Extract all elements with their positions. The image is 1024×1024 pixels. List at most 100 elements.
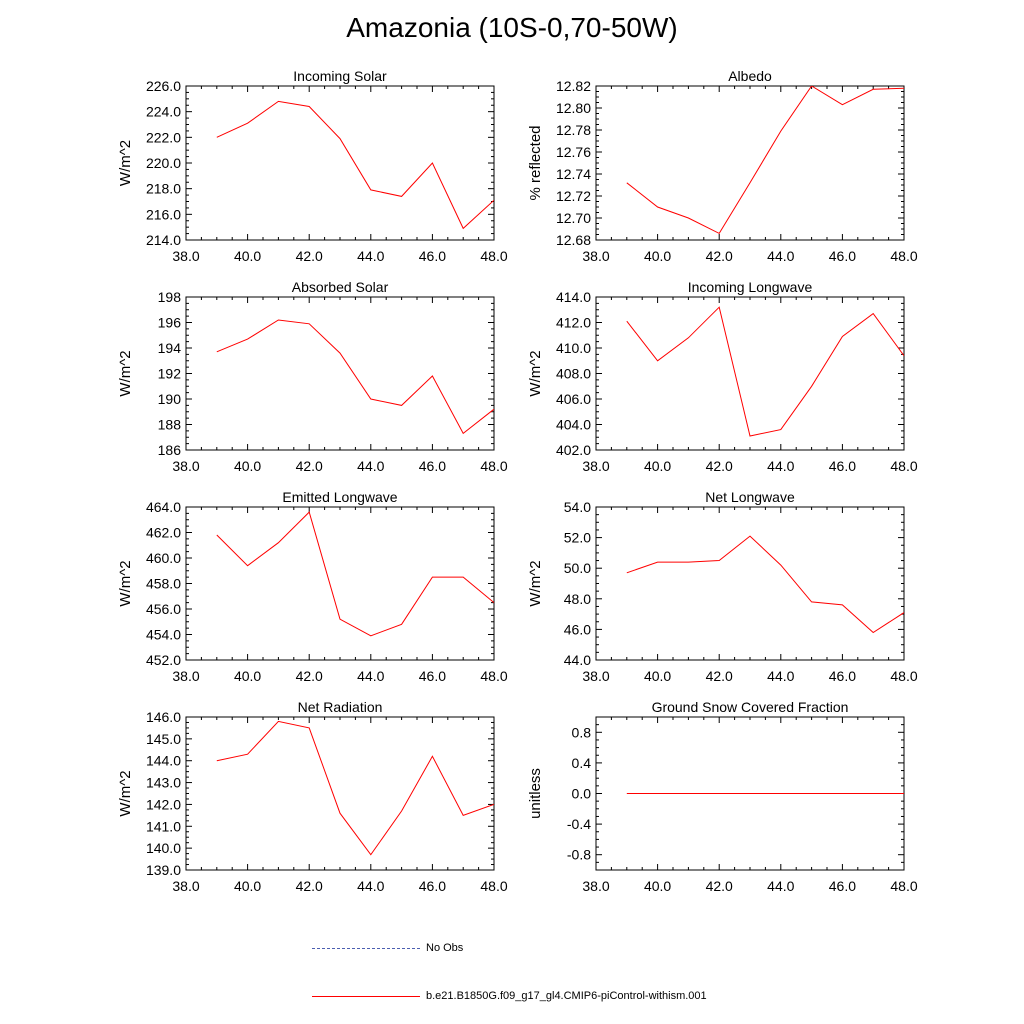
x-tick-label: 44.0 [767, 458, 794, 474]
series-line [216, 319, 494, 435]
x-tick-label: 40.0 [234, 248, 261, 264]
x-tick-label: 46.0 [829, 248, 856, 264]
y-tick-label: 406.0 [556, 391, 591, 407]
chart-panel-2: Albedo % reflected 38.0 40.0 42.0 44.0 46.0 48.… [527, 68, 918, 264]
y-tick-label: 142.0 [146, 796, 181, 812]
x-tick-label: 38.0 [582, 878, 609, 894]
x-tick-label: 42.0 [296, 458, 323, 474]
y-tick-label: 50.0 [564, 560, 591, 576]
series-line [216, 720, 494, 856]
x-tick-label: 44.0 [767, 878, 794, 894]
x-tick-label: 40.0 [644, 248, 671, 264]
y-tick-label: 0.4 [572, 755, 592, 771]
chart-panel-4: Incoming Longwave W/m^2 38.0 40.0 42.0 44.0 46… [527, 279, 918, 474]
x-tick-label: 38.0 [582, 668, 609, 684]
x-tick-label: 40.0 [234, 458, 261, 474]
y-tick-label: 198 [158, 289, 182, 305]
x-tick-label: 40.0 [644, 668, 671, 684]
y-tick-label: 408.0 [556, 366, 591, 382]
series-line [216, 511, 494, 637]
x-tick-label: 46.0 [419, 668, 446, 684]
series-line [626, 306, 904, 437]
x-tick-label: 46.0 [829, 458, 856, 474]
x-tick-label: 44.0 [357, 878, 384, 894]
x-tick-label: 46.0 [829, 878, 856, 894]
x-tick-label: 40.0 [234, 878, 261, 894]
y-tick-label: 196 [158, 315, 182, 331]
y-tick-label: 0.8 [572, 724, 592, 740]
y-tick-label: 143.0 [146, 775, 181, 791]
y-tick-label: 454.0 [146, 627, 181, 643]
series-line [626, 535, 904, 634]
x-tick-label: 40.0 [234, 668, 261, 684]
x-tick-label: 48.0 [480, 458, 507, 474]
x-tick-label: 42.0 [706, 248, 733, 264]
panel-title: Net Radiation [298, 699, 383, 715]
x-tick-label: 40.0 [644, 878, 671, 894]
series-line [626, 86, 904, 235]
y-tick-label: 192 [158, 366, 182, 382]
y-tick-label: 54.0 [564, 499, 591, 515]
x-tick-label: 38.0 [582, 248, 609, 264]
y-tick-label: 402.0 [556, 442, 591, 458]
y-tick-label: 48.0 [564, 591, 591, 607]
panel-title: Emitted Longwave [282, 489, 397, 505]
y-tick-label: 224.0 [146, 104, 181, 120]
panel-title: Absorbed Solar [292, 279, 389, 295]
y-tick-label: 0.0 [572, 786, 592, 802]
y-tick-label: 140.0 [146, 840, 181, 856]
x-tick-label: 40.0 [644, 458, 671, 474]
x-tick-label: 46.0 [829, 668, 856, 684]
page-title: Amazonia (10S-0,70-50W) [346, 12, 678, 43]
y-tick-label: 46.0 [564, 621, 591, 637]
panel-title: Incoming Longwave [688, 279, 813, 295]
x-tick-label: 42.0 [706, 668, 733, 684]
y-tick-label: 456.0 [146, 601, 181, 617]
x-tick-label: 48.0 [890, 248, 917, 264]
y-axis-label: W/m^2 [117, 770, 134, 816]
y-tick-label: -0.4 [567, 816, 591, 832]
y-tick-label: 12.70 [556, 210, 591, 226]
chart-panel-1: Incoming Solar W/m^2 38.0 40.0 42.0 44.0 46.0 4… [117, 68, 508, 264]
y-tick-label: 141.0 [146, 818, 181, 834]
y-tick-label: 410.0 [556, 340, 591, 356]
plot-frame [185, 296, 495, 451]
x-tick-label: 48.0 [890, 668, 917, 684]
chart-panel-8: Ground Snow Covered Fraction unitless 38.0… [527, 699, 918, 894]
y-tick-label: -0.8 [567, 847, 591, 863]
y-axis-label: W/m^2 [527, 350, 544, 396]
y-axis-label: W/m^2 [117, 560, 134, 606]
panel-title: Incoming Solar [293, 68, 387, 84]
x-tick-label: 38.0 [172, 248, 199, 264]
y-tick-label: 52.0 [564, 530, 591, 546]
y-tick-label: 214.0 [146, 232, 181, 248]
x-tick-label: 44.0 [357, 248, 384, 264]
y-axis-label: % reflected [527, 125, 544, 200]
y-tick-label: 12.68 [556, 232, 591, 248]
y-tick-label: 412.0 [556, 315, 591, 331]
chart-panel-5: Emitted Longwave W/m^2 38.0 40.0 42.0 44.0 46.… [117, 489, 508, 684]
x-tick-label: 48.0 [480, 878, 507, 894]
y-tick-label: 460.0 [146, 550, 181, 566]
chart-panel-6: Net Longwave W/m^2 38.0 40.0 42.0 44.0 46.0 48.… [527, 489, 918, 684]
y-tick-label: 12.76 [556, 144, 591, 160]
y-tick-label: 144.0 [146, 753, 181, 769]
x-tick-label: 42.0 [296, 248, 323, 264]
x-tick-label: 48.0 [890, 878, 917, 894]
y-tick-label: 145.0 [146, 731, 181, 747]
y-tick-label: 12.72 [556, 188, 591, 204]
plot-frame [185, 85, 495, 241]
x-tick-label: 42.0 [296, 878, 323, 894]
panel-title: Ground Snow Covered Fraction [652, 699, 849, 715]
y-tick-label: 462.0 [146, 525, 181, 541]
x-tick-label: 48.0 [890, 458, 917, 474]
x-tick-label: 38.0 [172, 668, 199, 684]
plot-frame [595, 296, 905, 451]
panel-title: Net Longwave [705, 489, 795, 505]
y-tick-label: 458.0 [146, 576, 181, 592]
y-axis-label: W/m^2 [527, 560, 544, 606]
y-tick-label: 194 [158, 340, 182, 356]
y-tick-label: 12.80 [556, 100, 591, 116]
series-line [216, 100, 494, 230]
